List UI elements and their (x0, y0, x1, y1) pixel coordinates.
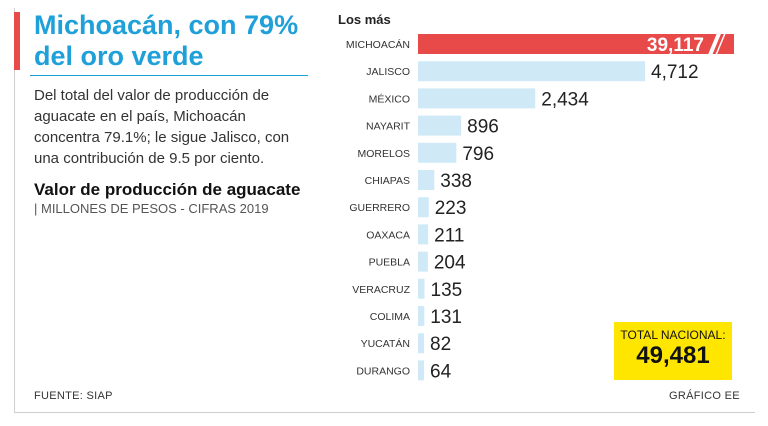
chart-subtitle-units: | MILLONES DE PESOS - CIFRAS 2019 (34, 201, 269, 216)
value-label-nayarit: 896 (467, 117, 499, 138)
category-label-guerrero: GUERRERO (349, 202, 410, 214)
bar-veracruz (418, 278, 425, 299)
bar-morelos (418, 142, 457, 163)
value-label-guerrero: 223 (435, 198, 467, 219)
axis-break-mark (708, 30, 727, 56)
category-label-puebla: PUEBLA (369, 257, 410, 269)
value-label-morelos: 796 (462, 144, 494, 165)
category-label-chiapas: CHIAPAS (365, 175, 410, 187)
category-label-morelos: MORELOS (357, 148, 410, 160)
chart-subtitle-title: Valor de producción de aguacate (34, 180, 301, 199)
bar-durango (418, 360, 424, 381)
bar-nayarit (418, 115, 462, 136)
category-label-colima: COLIMA (370, 311, 410, 323)
value-label-veracruz: 135 (431, 280, 463, 301)
graphic-credit: GRÁFICO EE (669, 390, 740, 402)
category-label-jalisco: JALISCO (366, 66, 410, 78)
headline: Michoacán, con 79% del oro verde (34, 10, 299, 71)
total-value: 49,481 (636, 342, 710, 369)
total-box: TOTAL NACIONAL: 49,481 (614, 322, 732, 380)
category-label-veracruz: VERACRUZ (352, 284, 410, 296)
bar-michoacan (418, 34, 734, 54)
description: Del total del valor de producción de agu… (34, 87, 290, 167)
chart-title: Los más (338, 12, 391, 27)
value-label-colima: 131 (430, 307, 462, 328)
value-label-puebla: 204 (434, 253, 466, 274)
bar-colima (418, 306, 425, 326)
chart-subtitle: Valor de producción de aguacate | MILLON… (34, 181, 304, 218)
value-label-chiapas: 338 (440, 171, 472, 192)
value-label-yucatan: 82 (430, 334, 451, 355)
bar-guerrero (418, 197, 429, 218)
bar-mexico (418, 88, 536, 109)
category-label-yucatan: YUCATÁN (361, 337, 410, 350)
headline-accent-bar (14, 12, 20, 70)
value-label-mexico: 2,434 (541, 89, 589, 110)
bar-chiapas (418, 170, 435, 190)
source-note: FUENTE: SIAP (34, 390, 113, 402)
graphic-frame (14, 8, 755, 413)
category-label-mexico: MÉXICO (369, 92, 410, 105)
category-label-michoacan: MICHOACÁN (346, 38, 410, 51)
value-label-oaxaca: 211 (434, 225, 464, 246)
headline-rule (30, 75, 308, 76)
total-label: TOTAL NACIONAL: (620, 328, 726, 342)
category-label-oaxaca: OAXACA (366, 229, 410, 241)
category-label-durango: DURANGO (356, 365, 410, 377)
value-label-durango: 64 (430, 361, 452, 382)
bar-oaxaca (418, 224, 429, 245)
bar-yucatan (418, 333, 424, 354)
value-label-michoacan: 39,117 (647, 35, 704, 56)
category-label-nayarit: NAYARIT (366, 121, 411, 133)
bar-jalisco (418, 61, 645, 82)
value-label-jalisco: 4,712 (651, 62, 699, 83)
bar-puebla (418, 251, 428, 272)
